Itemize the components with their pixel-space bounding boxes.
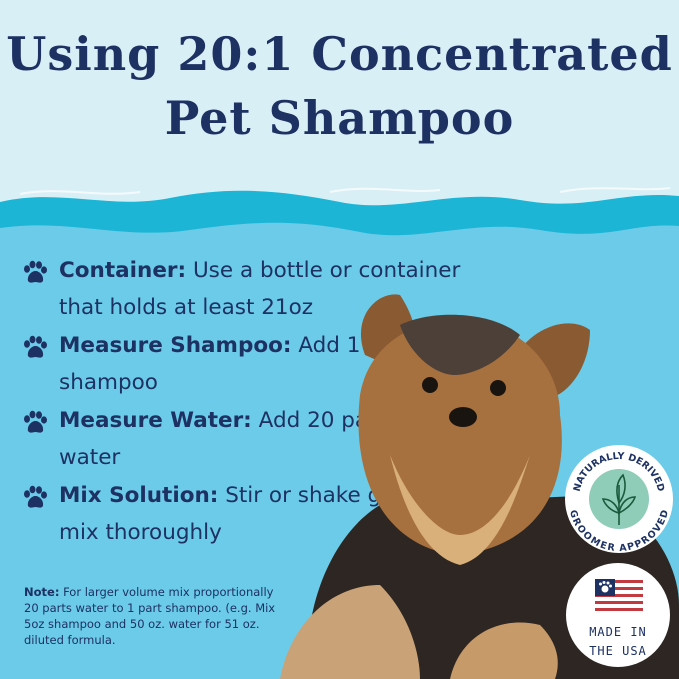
made-in-usa-badge: MADE IN THE USA: [566, 563, 670, 667]
step-label: Container:: [59, 258, 187, 283]
steps-list: Container: Use a bottle or container tha…: [22, 252, 492, 552]
title-line-2: Pet Shampoo: [164, 91, 515, 145]
note-text: For larger volume mix proportionally 20 …: [24, 585, 276, 647]
page-title: Using 20:1 Concentrated Pet Shampoo: [0, 22, 679, 150]
note-label: Note:: [24, 585, 60, 599]
made-in-usa-text: MADE IN THE USA: [566, 623, 670, 661]
leaf-icon: [601, 473, 637, 525]
step-measure-water: Measure Water: Add 20 parts of water: [22, 402, 492, 476]
note: Note: For larger volume mix proportional…: [24, 584, 284, 648]
naturally-derived-badge: NATURALLY DERIVED GROOMER APPROVED: [565, 445, 673, 554]
title-line-1: Using 20:1 Concentrated: [6, 27, 673, 81]
paw-icon: [24, 260, 47, 283]
step-label: Mix Solution:: [59, 483, 219, 508]
usa-line-2: THE USA: [589, 644, 647, 658]
step-text: Use a bottle or container that holds at …: [59, 258, 461, 320]
usa-line-1: MADE IN: [589, 625, 647, 639]
paw-icon: [24, 410, 47, 433]
us-flag-icon: [595, 579, 643, 611]
paw-icon: [24, 485, 47, 508]
step-container: Container: Use a bottle or container tha…: [22, 252, 492, 326]
step-label: Measure Water:: [59, 408, 252, 433]
badge-ring: NATURALLY DERIVED GROOMER APPROVED: [567, 451, 671, 554]
step-label: Measure Shampoo:: [59, 333, 292, 358]
paw-icon: [24, 335, 47, 358]
wave-divider: [0, 187, 679, 250]
